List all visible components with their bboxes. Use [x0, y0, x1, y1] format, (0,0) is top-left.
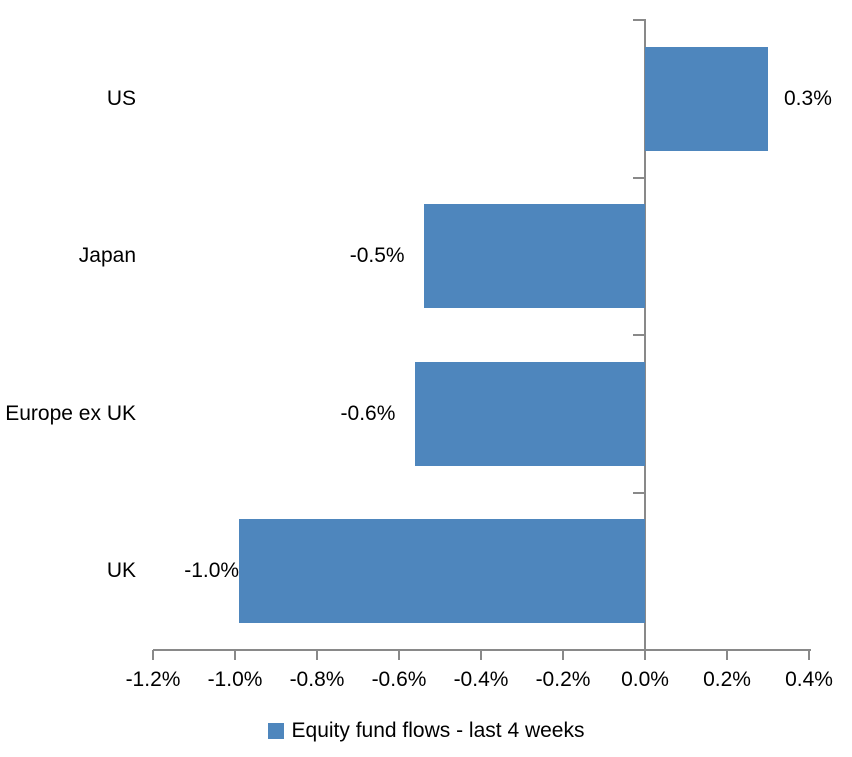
bar-europe-ex-uk	[415, 361, 645, 466]
x-axis-tick	[316, 650, 318, 660]
x-axis-tick-label: -0.2%	[535, 668, 591, 691]
x-axis-line	[153, 649, 811, 651]
zero-axis-line	[644, 19, 646, 652]
x-axis-tick	[562, 650, 564, 660]
category-label-europe-ex-uk: Europe ex UK	[5, 401, 136, 425]
category-axis-tick	[633, 19, 645, 21]
data-label-europe-ex-uk: -0.6%	[340, 401, 396, 425]
legend-swatch-icon	[267, 723, 284, 739]
x-axis-tick	[152, 650, 154, 660]
data-label-uk: -1.0%	[184, 559, 240, 583]
x-axis-tick	[398, 650, 400, 660]
category-label-us: US	[106, 86, 136, 110]
x-axis-tick-label: -1.0%	[207, 668, 263, 691]
x-axis-tick-label: 0.4%	[785, 668, 833, 691]
x-axis-tick	[234, 650, 236, 660]
x-axis-tick	[480, 650, 482, 660]
x-axis-tick-label: 0.2%	[703, 668, 751, 691]
legend: Equity fund flows - last 4 weeks	[0, 719, 852, 743]
x-axis-tick-label: 0.0%	[621, 668, 669, 691]
x-axis-tick-label: -0.8%	[289, 668, 345, 691]
data-label-japan: -0.5%	[349, 244, 405, 268]
x-axis-tick	[644, 650, 646, 660]
category-axis-tick	[633, 491, 645, 494]
x-axis-tick	[808, 650, 810, 660]
bar-uk	[239, 519, 645, 624]
x-axis-tick-label: -0.6%	[371, 668, 427, 691]
category-label-japan: Japan	[78, 244, 136, 268]
category-label-uk: UK	[106, 559, 136, 583]
category-axis-tick	[633, 176, 645, 179]
x-axis-tick	[726, 650, 728, 660]
x-axis-tick-label: -0.4%	[453, 668, 509, 691]
category-axis-tick	[633, 334, 645, 336]
x-axis-tick-label: -1.2%	[125, 668, 181, 691]
bar-us	[645, 46, 768, 151]
legend-label: Equity fund flows - last 4 weeks	[291, 719, 585, 742]
bar-japan	[423, 204, 645, 309]
data-label-us: 0.3%	[784, 86, 832, 110]
